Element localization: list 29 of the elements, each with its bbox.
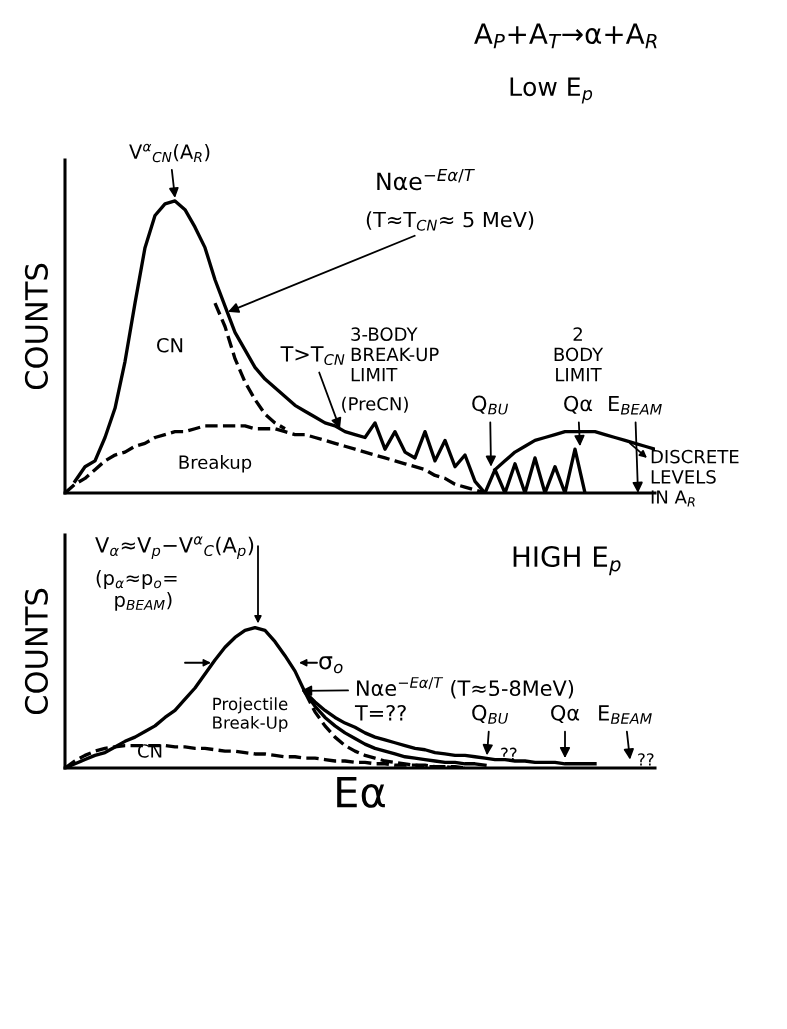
annotation: Qα: [551, 704, 580, 724]
chart-title: HIGH E$_{p}$: [513, 546, 621, 576]
annotation: T>T$_{CN}$: [280, 346, 345, 366]
annotation: σ$_{o}$: [319, 656, 343, 674]
annotation: DISCRETE LEVELS IN A$_{R}$: [651, 449, 739, 507]
annotation: Q$_{BU}$: [472, 395, 509, 415]
annotation: (PreCN): [342, 396, 408, 413]
annotation: T=??: [354, 704, 406, 721]
annotation: E$_{BEAM}$: [599, 705, 652, 724]
text: V$_{α}$≈V$_{p}$−V$^{α}$$_{C}$(A$_{p}$): [95, 536, 254, 559]
annotation: Q$_{BU}$: [472, 704, 509, 724]
annotation: Qα: [564, 395, 593, 414]
y-axis-title: COUNTS: [24, 263, 48, 390]
text: (p$_{α}$≈p$_{o}$= p$_{BEAM}$): [96, 570, 177, 611]
annotation: 3-BODY BREAK-UP LIMIT: [351, 327, 439, 382]
y-axis-title: COUNTS: [24, 588, 48, 715]
annotation: E$_{BEAM}$: [609, 395, 662, 415]
annotation: (T≈T$_{CN}$≈ 5 MeV): [366, 211, 534, 231]
x-axis-title: Eα: [337, 776, 385, 808]
annotation: 2 BODY LIMIT: [554, 327, 604, 382]
chart-subtitle: Low E$_{p}$: [510, 77, 593, 104]
annotation: Breakup: [179, 455, 252, 473]
annotation: Nαe$^{−Eα/T}$ (T≈5-8MeV): [357, 677, 574, 699]
chart-title: A$_{P}$+A$_{T}$→α+A$_{R}$: [474, 23, 657, 49]
annotation: ??: [638, 753, 654, 766]
annotation: Projectile Break-Up: [213, 697, 288, 733]
text: Nαe$^{−Eα/T}$: [377, 168, 475, 191]
text: V$^{α}$$_{CN}$(A$_{R}$): [129, 143, 210, 163]
annotation: CN: [157, 337, 183, 353]
